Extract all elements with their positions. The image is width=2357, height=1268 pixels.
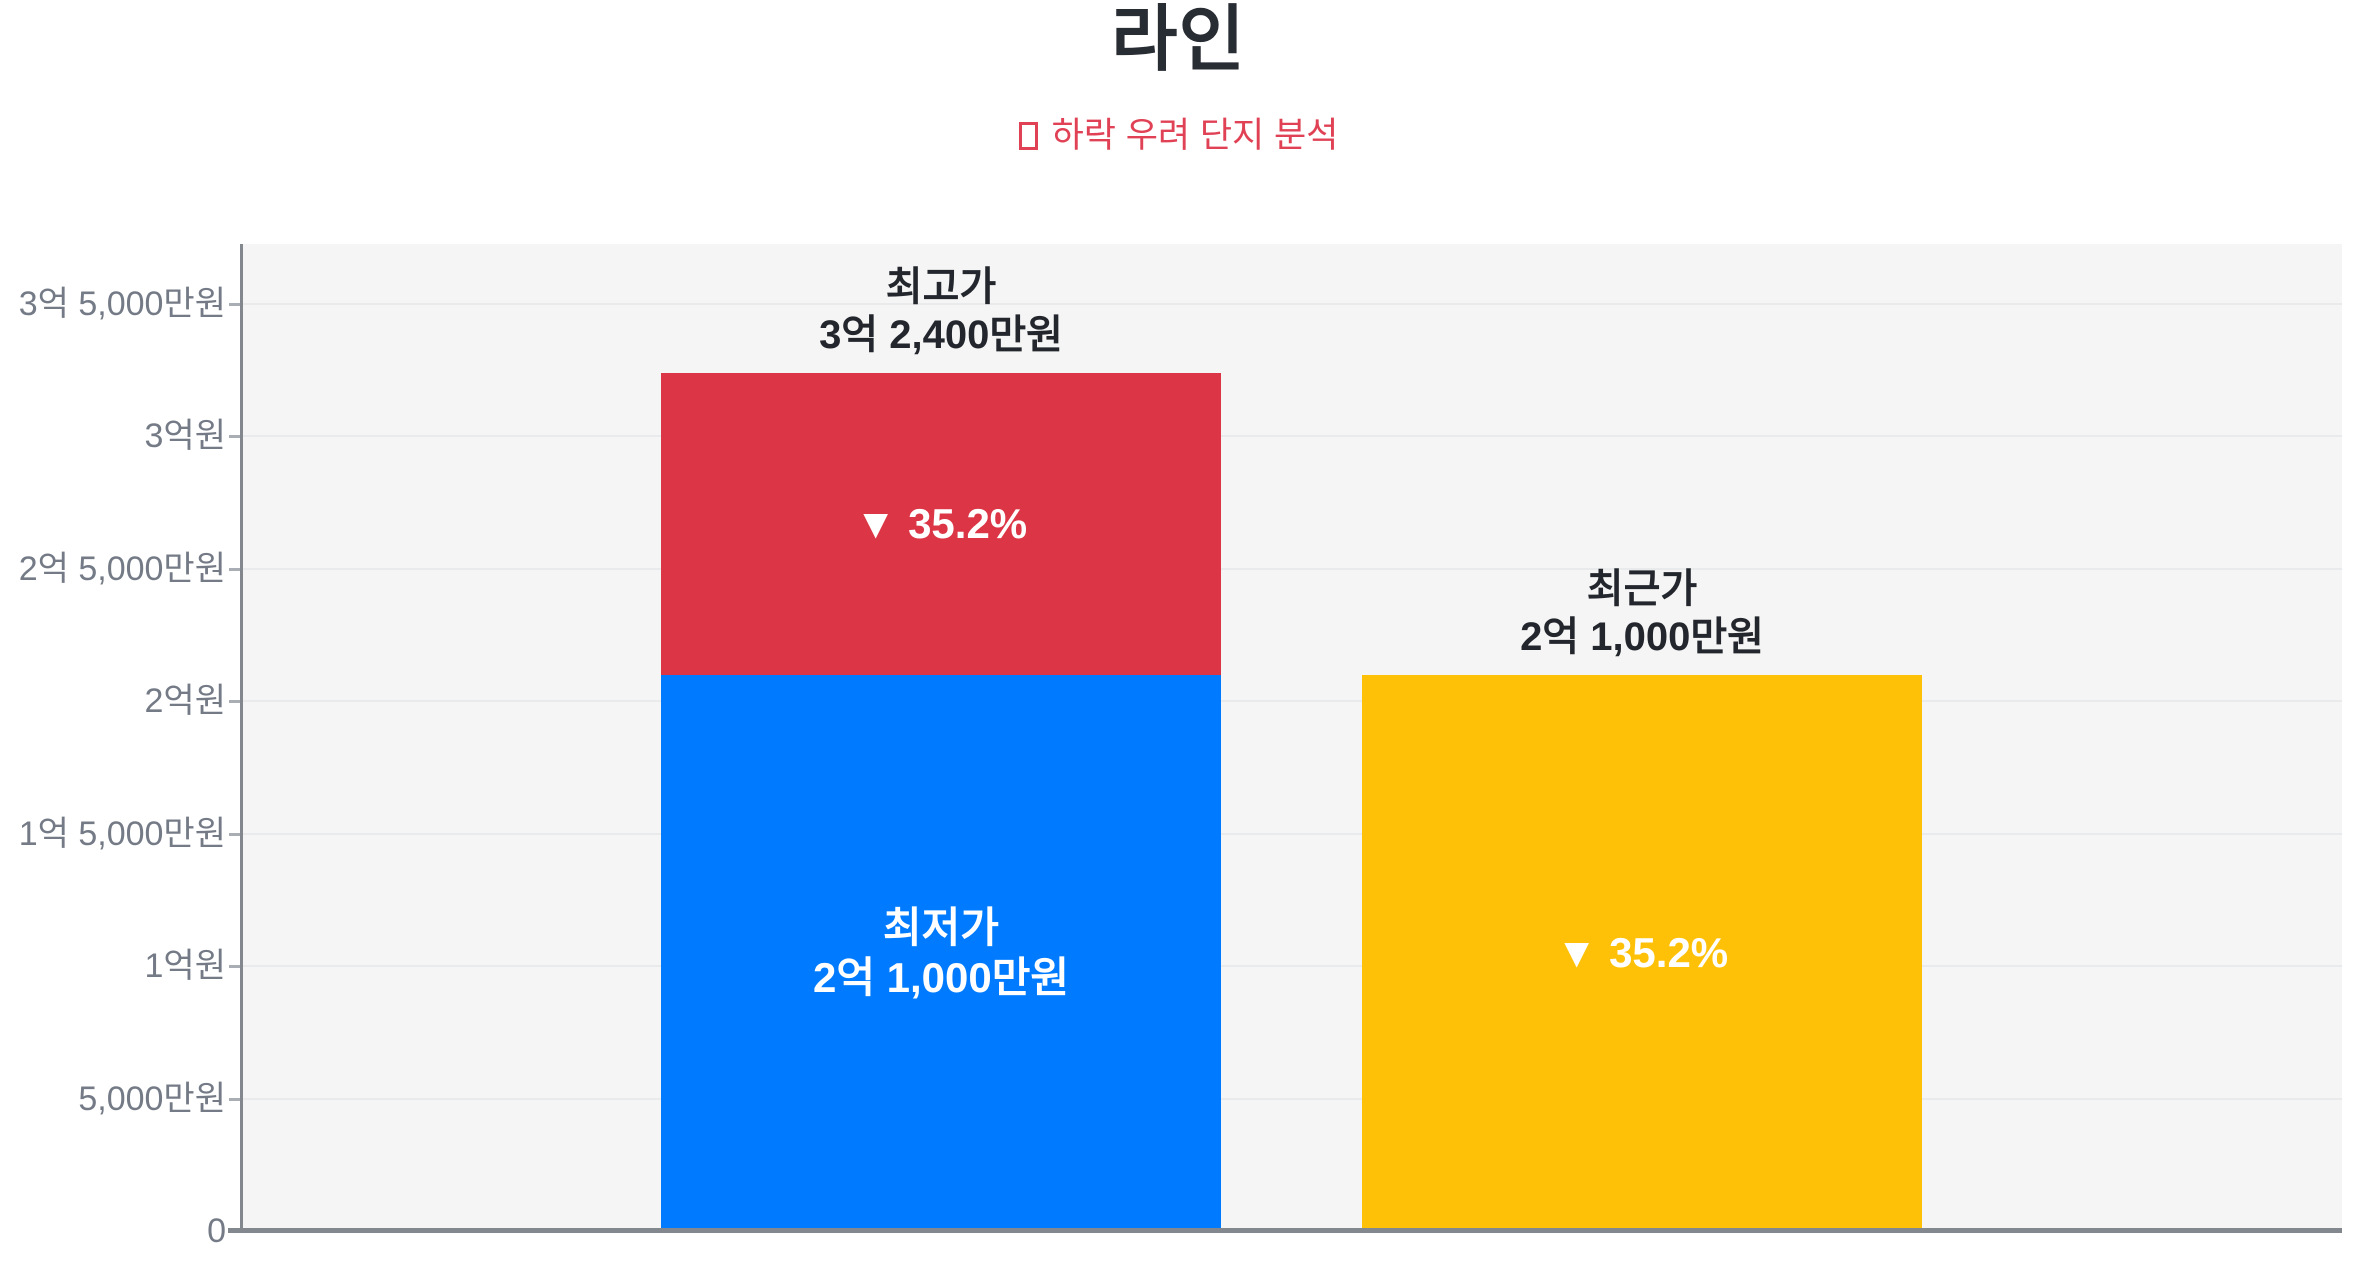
y-axis-tick-label: 2억 5,000만원 bbox=[18, 549, 226, 588]
gridline bbox=[241, 435, 2342, 438]
y-axis-tick bbox=[229, 1097, 242, 1101]
bar-top-label-line: 최근가 bbox=[1586, 566, 1698, 611]
bar-top-label: 최고가 3억 2,400만원 bbox=[661, 263, 1221, 359]
bar-top-label-line: 2억 1,000만원 bbox=[1520, 614, 1764, 659]
y-axis-tick-label: 5,000만원 bbox=[78, 1079, 226, 1118]
y-axis-tick bbox=[229, 435, 242, 439]
segment-value-label: 최저가 bbox=[883, 903, 999, 951]
y-axis-tick bbox=[229, 965, 242, 969]
y-axis-tick-label: 1억원 bbox=[144, 947, 226, 986]
bar-top-label-line: 3억 2,400만원 bbox=[819, 312, 1063, 357]
gridline bbox=[241, 832, 2342, 835]
chart-subtitle: 하락 우려 단지 분석 bbox=[0, 112, 2357, 160]
bar-top-label: 최근가 2억 1,000만원 bbox=[1362, 565, 1922, 661]
y-axis-tick-label: 3억 5,000만원 bbox=[18, 284, 226, 323]
plot-area: 최저가 2억 1,000만원 ▼ 35.2% 최고가 3억 2,400만원 ▼ 35.2%… bbox=[228, 244, 2342, 1233]
drop-range-segment[interactable]: ▼ 35.2% bbox=[661, 372, 1221, 675]
segment-value-label: ▼ 35.2% bbox=[1555, 928, 1729, 976]
y-axis-tick bbox=[229, 700, 242, 704]
x-axis-line bbox=[228, 1228, 2342, 1233]
gridline bbox=[241, 1097, 2342, 1100]
y-axis-tick-label: 0 bbox=[207, 1212, 226, 1250]
y-axis-tick bbox=[229, 302, 242, 306]
chart-title: 라인 bbox=[1111, 0, 1246, 80]
y-axis-tick bbox=[229, 832, 242, 836]
segment-value-label: 2억 1,000만원 bbox=[812, 953, 1070, 1001]
y-axis-tick-label: 3억원 bbox=[144, 417, 226, 456]
segment-value-label: ▼ 35.2% bbox=[854, 499, 1028, 547]
box-glyph-icon bbox=[1018, 122, 1038, 150]
recent-price-segment[interactable]: ▼ 35.2% bbox=[1362, 674, 1922, 1231]
gridline bbox=[241, 567, 2342, 570]
y-axis-line bbox=[240, 244, 243, 1231]
y-axis-tick bbox=[229, 567, 242, 571]
gridline bbox=[241, 302, 2342, 305]
chart-subtitle-text: 하락 우려 단지 분석 bbox=[1051, 116, 1339, 155]
bar-top-label-line: 최고가 bbox=[885, 264, 997, 309]
y-axis-tick-label: 1억 5,000만원 bbox=[18, 814, 226, 853]
gridline bbox=[241, 965, 2342, 968]
gridline bbox=[241, 700, 2342, 703]
lowest-price-segment[interactable]: 최저가 2억 1,000만원 bbox=[661, 674, 1221, 1231]
y-axis-tick-label: 2억원 bbox=[144, 682, 226, 721]
